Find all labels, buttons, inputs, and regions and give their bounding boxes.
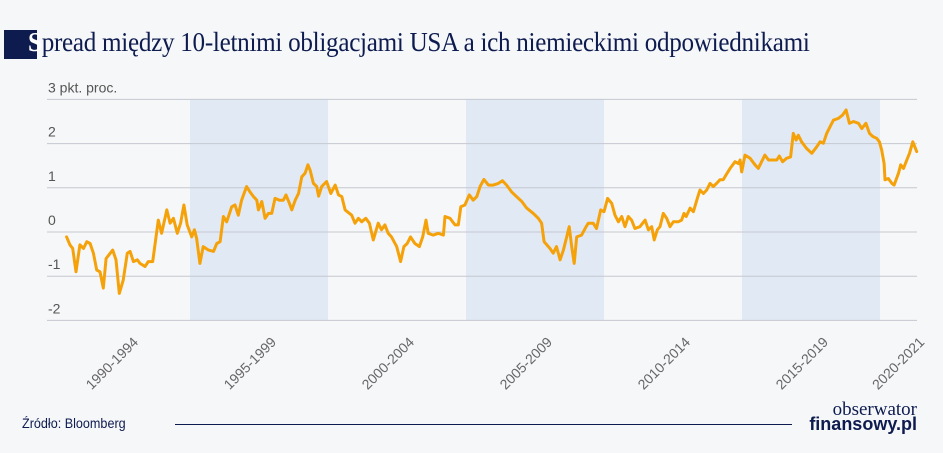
shaded-period [466,99,604,321]
x-tick-label: 2005-2009 [496,334,555,393]
y-tick-label: 1 [48,168,56,184]
spread-series-line [65,108,919,295]
x-tick-label: 2020-2021 [869,334,928,393]
y-tick-label: -1 [48,256,61,272]
y-axis-ticks: 3 pkt. proc. 2 1 0 -1 -2 [48,79,117,316]
x-tick-label: 2000-2004 [358,334,417,393]
title-first-letter: S [28,27,42,57]
page-title: Spread między 10-letnimi obligacjami USA… [28,27,810,58]
title-accent-block [4,30,37,59]
logo-line1: obserwator [832,399,917,420]
y-tick-label: 2 [48,124,56,140]
source-label: Źródło: Bloomberg [22,415,126,431]
y-tick-label: -2 [48,300,61,316]
shaded-period [742,99,880,321]
x-tick-label: 1990-1994 [82,334,141,393]
logo: obserwator finansowy.pl [800,399,917,434]
x-tick-label: 2015-2019 [772,334,831,393]
y-tick-label: 0 [48,212,56,228]
x-tick-label: 1995-1999 [220,334,279,393]
x-tick-label: 2010-2014 [634,334,693,393]
title-text: pread między 10-letnimi obligacjami USA … [41,27,810,57]
footer-divider [175,424,792,425]
logo-line2: finansowy.pl [809,414,917,434]
y-tick-label: 3 pkt. proc. [48,79,117,95]
shaded-periods [190,99,880,321]
x-axis-ticks: 1990-1994 1995-1999 2000-2004 2005-2009 2010… [82,334,927,393]
